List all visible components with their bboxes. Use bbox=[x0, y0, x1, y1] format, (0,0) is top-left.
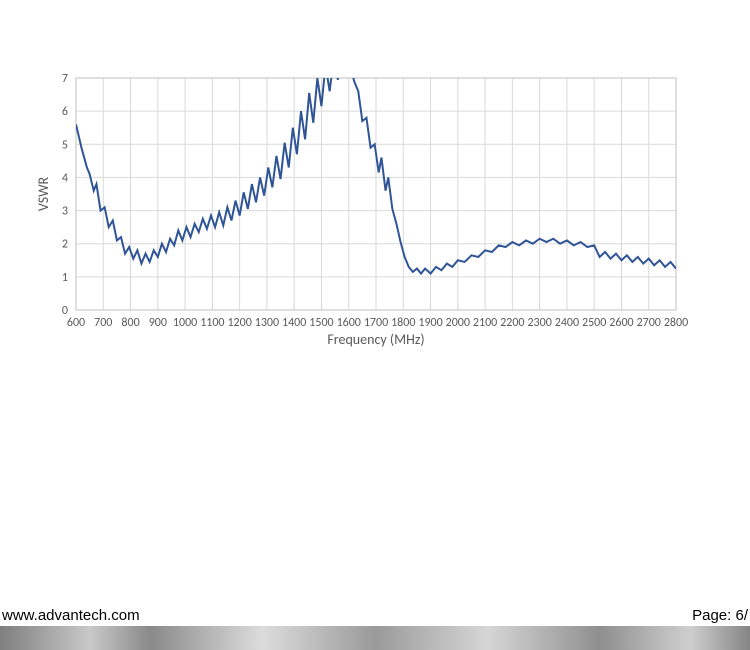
svg-text:3: 3 bbox=[62, 205, 68, 219]
footer-gradient-bar bbox=[0, 626, 750, 650]
svg-text:1300: 1300 bbox=[255, 316, 279, 330]
footer-page-label: Page: 6/ bbox=[692, 607, 748, 624]
svg-text:2: 2 bbox=[62, 238, 68, 252]
svg-text:1600: 1600 bbox=[337, 316, 361, 330]
footer-text-band: www.advantech.com Page: 6/ bbox=[0, 605, 750, 626]
svg-text:2500: 2500 bbox=[582, 316, 606, 330]
svg-text:Frequency (MHz): Frequency (MHz) bbox=[327, 331, 424, 348]
svg-text:1000: 1000 bbox=[173, 316, 197, 330]
page-footer: www.advantech.com Page: 6/ bbox=[0, 605, 750, 650]
svg-text:900: 900 bbox=[149, 316, 167, 330]
svg-text:VSWR: VSWR bbox=[35, 176, 52, 211]
svg-text:1400: 1400 bbox=[282, 316, 306, 330]
svg-text:2800: 2800 bbox=[664, 316, 688, 330]
footer-url: www.advantech.com bbox=[2, 607, 140, 624]
svg-text:2000: 2000 bbox=[446, 316, 470, 330]
svg-text:700: 700 bbox=[94, 316, 112, 330]
svg-text:800: 800 bbox=[121, 316, 139, 330]
svg-text:6: 6 bbox=[62, 105, 68, 119]
svg-text:5: 5 bbox=[62, 138, 68, 152]
svg-text:1200: 1200 bbox=[227, 316, 251, 330]
svg-text:1100: 1100 bbox=[200, 316, 224, 330]
vswr-chart: 0123456760070080090010001100120013001400… bbox=[0, 0, 750, 360]
svg-text:600: 600 bbox=[67, 316, 85, 330]
svg-text:1800: 1800 bbox=[391, 316, 415, 330]
svg-text:1: 1 bbox=[62, 271, 68, 285]
svg-text:2600: 2600 bbox=[609, 316, 633, 330]
svg-text:2400: 2400 bbox=[555, 316, 579, 330]
svg-text:2200: 2200 bbox=[500, 316, 524, 330]
svg-text:2100: 2100 bbox=[473, 316, 497, 330]
svg-text:1900: 1900 bbox=[418, 316, 442, 330]
svg-text:2700: 2700 bbox=[637, 316, 661, 330]
svg-text:2300: 2300 bbox=[527, 316, 551, 330]
svg-text:4: 4 bbox=[62, 171, 68, 185]
svg-text:7: 7 bbox=[62, 72, 68, 86]
chart-svg: 0123456760070080090010001100120013001400… bbox=[0, 0, 750, 360]
svg-text:1700: 1700 bbox=[364, 316, 388, 330]
svg-text:1500: 1500 bbox=[309, 316, 333, 330]
